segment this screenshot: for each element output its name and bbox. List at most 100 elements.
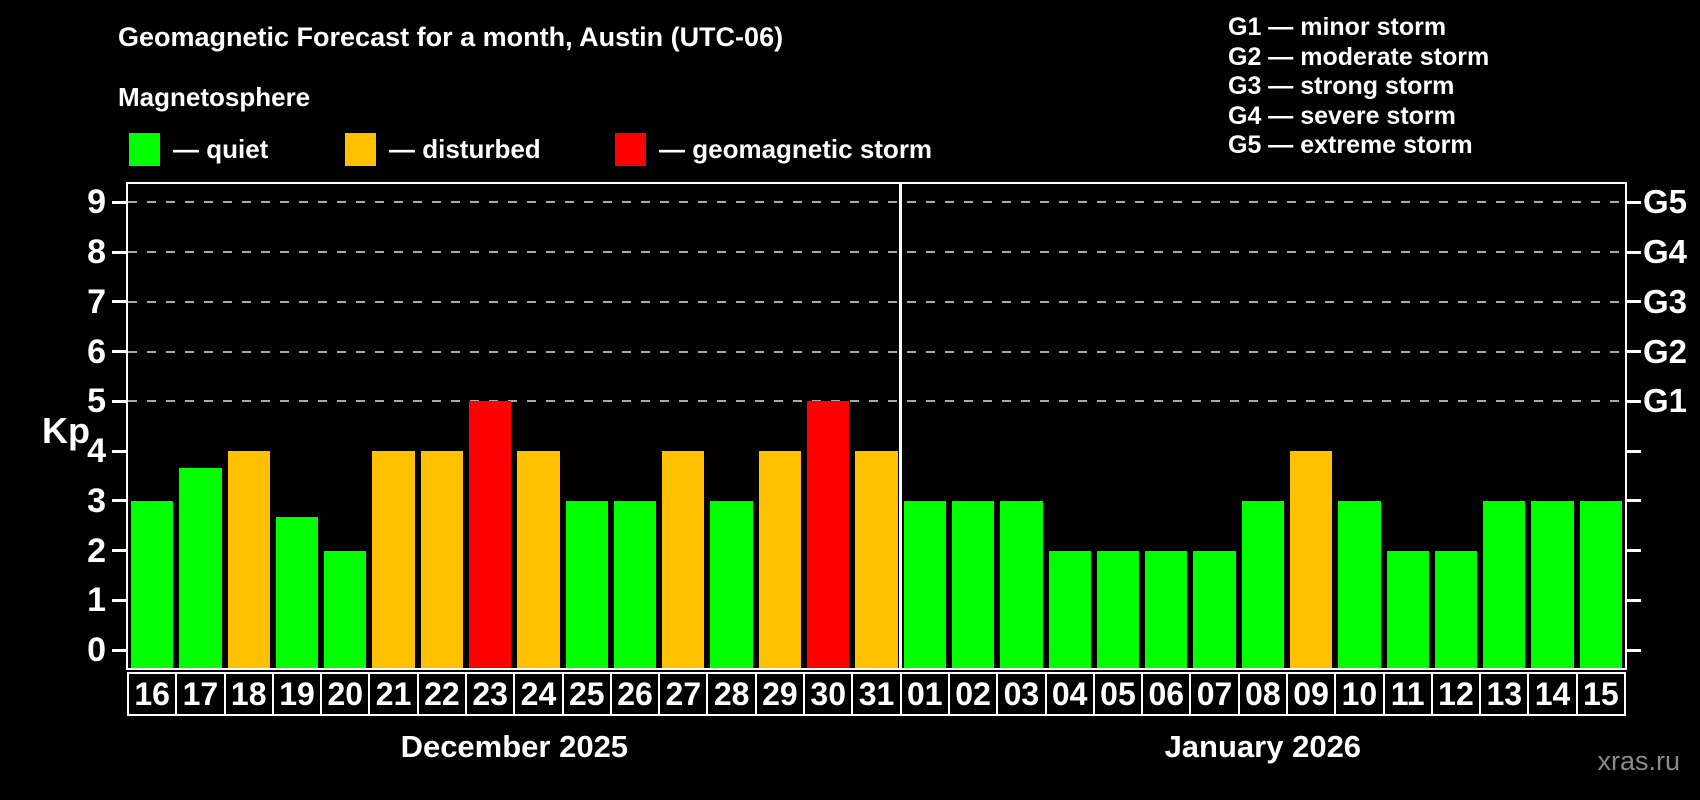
storm-scale-line-g5: G5 — extreme storm xyxy=(1228,131,1473,159)
kp-bar-28 xyxy=(710,500,753,668)
day-cell-14: 14 xyxy=(1527,672,1578,716)
kp-bar-05 xyxy=(1096,550,1140,668)
y-tick-right-9 xyxy=(1627,200,1641,204)
day-cell-02: 02 xyxy=(947,672,999,716)
day-cell-21: 21 xyxy=(368,672,419,716)
y-tick-label-0: 0 xyxy=(87,631,106,669)
kp-axis-label: Kp xyxy=(42,410,90,451)
kp-bar-25 xyxy=(565,500,608,668)
kp-bar-31 xyxy=(855,451,898,668)
y-tick-left-7 xyxy=(112,300,126,304)
y-tick-right-4 xyxy=(1627,449,1641,453)
right-axis-label-g1: G1 xyxy=(1643,382,1688,420)
y-tick-right-3 xyxy=(1627,499,1641,503)
kp-bar-14 xyxy=(1531,500,1574,668)
gridline-kp6 xyxy=(128,350,1625,353)
y-tick-label-9: 9 xyxy=(87,183,106,222)
magnetosphere-subtitle: Magnetosphere xyxy=(118,82,311,112)
y-tick-right-5 xyxy=(1627,399,1641,403)
legend-item-quiet: — quiet xyxy=(129,132,268,166)
y-tick-label-4: 4 xyxy=(87,432,106,471)
watermark: xras.ru xyxy=(1597,746,1680,776)
kp-bar-10 xyxy=(1338,500,1381,668)
kp-bar-13 xyxy=(1483,500,1526,668)
legend-item-storm: — geomagnetic storm xyxy=(615,132,932,166)
y-tick-left-5 xyxy=(112,399,126,403)
storm-color-swatch xyxy=(615,132,646,166)
storm-scale-line-g3: G3 — strong storm xyxy=(1228,72,1455,100)
y-tick-left-0 xyxy=(112,648,126,652)
storm-scale-line-g1: G1 — minor storm xyxy=(1228,13,1447,41)
day-cell-29: 29 xyxy=(754,672,806,716)
legend-label-storm: — geomagnetic storm xyxy=(659,133,933,164)
y-tick-left-9 xyxy=(112,200,126,204)
kp-bar-01 xyxy=(903,500,946,668)
kp-bar-08 xyxy=(1241,500,1284,668)
gridline-kp5 xyxy=(128,400,1625,403)
kp-bar-21 xyxy=(372,451,415,668)
day-cell-01: 01 xyxy=(899,672,950,716)
day-cell-04: 04 xyxy=(1044,672,1095,716)
day-cell-09: 09 xyxy=(1285,672,1337,716)
y-tick-label-5: 5 xyxy=(87,382,106,421)
day-cell-17: 17 xyxy=(175,672,226,716)
y-tick-right-0 xyxy=(1627,648,1641,652)
month-divider xyxy=(899,184,903,668)
y-tick-left-4 xyxy=(112,449,126,453)
day-cell-07: 07 xyxy=(1189,672,1240,716)
legend-label-disturbed: — disturbed xyxy=(389,133,541,164)
y-tick-left-8 xyxy=(112,250,126,254)
kp-bar-07 xyxy=(1193,550,1236,668)
kp-bar-06 xyxy=(1145,550,1188,668)
kp-bar-16 xyxy=(131,500,174,668)
day-cell-24: 24 xyxy=(513,672,564,716)
y-tick-left-2 xyxy=(112,549,126,553)
kp-bar-29 xyxy=(758,451,802,668)
month-label-december: December 2025 xyxy=(400,729,629,764)
kp-bar-12 xyxy=(1434,550,1478,668)
y-tick-left-3 xyxy=(112,499,126,503)
day-cell-31: 31 xyxy=(851,672,902,716)
day-cell-18: 18 xyxy=(223,672,274,716)
day-cell-22: 22 xyxy=(416,672,468,716)
y-tick-left-6 xyxy=(112,350,126,354)
legend-label-quiet: — quiet xyxy=(173,133,269,164)
gridline-kp8 xyxy=(128,251,1625,254)
day-cell-06: 06 xyxy=(1141,672,1192,716)
disturbed-color-swatch xyxy=(345,132,376,166)
y-tick-label-2: 2 xyxy=(87,531,106,570)
y-tick-right-6 xyxy=(1627,350,1641,354)
gridline-kp9 xyxy=(128,201,1625,204)
y-tick-right-7 xyxy=(1627,300,1641,304)
kp-bar-30 xyxy=(807,401,850,668)
kp-bar-23 xyxy=(469,401,512,668)
kp-bar-26 xyxy=(613,500,657,668)
day-cell-13: 13 xyxy=(1479,672,1530,716)
day-cell-23: 23 xyxy=(465,672,516,716)
storm-scale-legend: G1 — minor storm G2 — moderate storm G3 — … xyxy=(1228,13,1489,161)
plot-area: 0 1 2 3 4 5 6 7 8 9 G1 G2 G3 G4 G5 16 17 18 19 20 21 22 23 24 25… xyxy=(87,182,1687,716)
day-cell-28: 28 xyxy=(706,672,757,716)
kp-bar-18 xyxy=(227,451,270,668)
y-tick-label-8: 8 xyxy=(87,233,106,272)
right-axis-label-g4: G4 xyxy=(1643,233,1688,271)
y-tick-right-8 xyxy=(1627,250,1641,254)
page-title: Geomagnetic Forecast for a month, Austin… xyxy=(118,22,784,52)
kp-bar-22 xyxy=(420,451,464,668)
y-tick-right-2 xyxy=(1627,549,1641,553)
day-cell-03: 03 xyxy=(996,672,1047,716)
kp-bar-03 xyxy=(1000,500,1043,668)
day-cell-30: 30 xyxy=(803,672,854,716)
y-tick-right-1 xyxy=(1627,598,1641,602)
y-tick-label-6: 6 xyxy=(87,332,106,371)
kp-bar-27 xyxy=(662,451,705,668)
right-axis-label-g5: G5 xyxy=(1643,183,1688,221)
kp-bar-20 xyxy=(324,550,367,668)
right-axis-label-g2: G2 xyxy=(1643,332,1688,370)
kp-bar-09 xyxy=(1289,451,1333,668)
y-tick-left-1 xyxy=(112,598,126,602)
day-cell-19: 19 xyxy=(271,672,323,716)
day-cell-05: 05 xyxy=(1092,672,1144,716)
day-cell-08: 08 xyxy=(1237,672,1288,716)
